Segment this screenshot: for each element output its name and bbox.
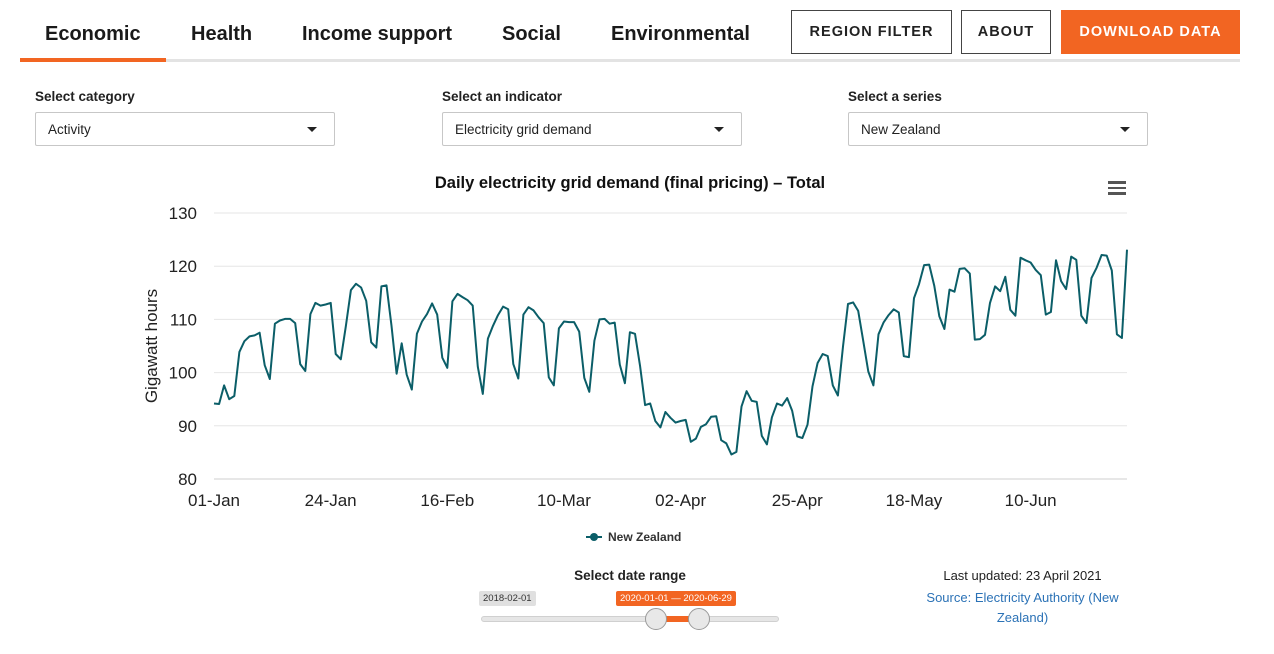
series-label: Select a series xyxy=(848,89,942,104)
series-select[interactable]: New Zealand xyxy=(848,112,1148,146)
y-tick-label: 110 xyxy=(170,310,197,329)
tab-social[interactable]: Social xyxy=(502,23,561,45)
about-button[interactable]: ABOUT xyxy=(961,10,1051,54)
tab-income-support[interactable]: Income support xyxy=(302,23,453,45)
download-data-button[interactable]: DOWNLOAD DATA xyxy=(1061,10,1240,54)
tab-bar: Economic Health Income support Social En… xyxy=(20,0,1240,62)
tab-health[interactable]: Health xyxy=(191,23,253,45)
source-link[interactable]: Source: Electricity Authority (New Zeala… xyxy=(926,590,1119,625)
chevron-down-icon xyxy=(307,127,317,132)
date-range-min-tag: 2018-02-01 xyxy=(479,591,536,606)
line-chart: 80 90 100 110 120 130 01-Jan 24-Jan 16-Feb 10-Mar… xyxy=(142,204,1128,510)
x-tick-label: 18-May xyxy=(886,491,943,510)
y-tick-label: 90 xyxy=(178,417,197,436)
date-range-selected-fill xyxy=(655,616,700,622)
active-tab-indicator xyxy=(20,58,166,62)
y-axis-title: Gigawatt hours xyxy=(142,289,161,403)
x-tick-label: 16-Feb xyxy=(420,491,474,510)
x-tick-label: 10-Jun xyxy=(1005,491,1057,510)
chart-title: Daily electricity grid demand (final pri… xyxy=(434,174,826,192)
tab-environmental[interactable]: Environmental xyxy=(611,23,750,45)
x-tick-label: 01-Jan xyxy=(188,491,240,510)
category-select[interactable]: Activity xyxy=(35,112,335,146)
chevron-down-icon xyxy=(1120,127,1130,132)
series-line-new-zealand xyxy=(213,249,1128,456)
legend-label: New Zealand xyxy=(608,530,682,544)
last-updated-text: Last updated: 23 April 2021 xyxy=(943,568,1102,583)
indicator-select[interactable]: Electricity grid demand xyxy=(442,112,742,146)
date-range-value-tag: 2020-01-01 — 2020-06-29 xyxy=(616,591,736,606)
date-range-track[interactable] xyxy=(481,616,779,622)
region-filter-button[interactable]: REGION FILTER xyxy=(791,10,952,54)
y-tick-label: 100 xyxy=(169,364,197,383)
date-range-label: Select date range xyxy=(574,568,686,583)
x-tick-label: 10-Mar xyxy=(537,491,591,510)
date-range-end-handle[interactable] xyxy=(688,608,710,630)
category-select-value: Activity xyxy=(48,121,91,137)
chevron-down-icon xyxy=(714,127,724,132)
x-tick-label: 24-Jan xyxy=(305,491,357,510)
hamburger-menu-icon[interactable] xyxy=(1108,181,1126,195)
y-tick-label: 130 xyxy=(169,204,197,223)
legend-item-new-zealand[interactable]: New Zealand xyxy=(586,530,681,544)
category-label: Select category xyxy=(35,89,135,104)
y-tick-label: 120 xyxy=(169,257,197,276)
indicator-label: Select an indicator xyxy=(442,89,563,104)
y-tick-label: 80 xyxy=(178,470,197,489)
series-select-value: New Zealand xyxy=(861,121,941,137)
x-tick-label: 02-Apr xyxy=(655,491,706,510)
date-range-start-handle[interactable] xyxy=(645,608,667,630)
legend-marker-icon xyxy=(586,532,602,542)
tab-bar-divider xyxy=(20,59,1240,62)
x-tick-label: 25-Apr xyxy=(772,491,823,510)
indicator-select-value: Electricity grid demand xyxy=(455,121,592,137)
tab-economic[interactable]: Economic xyxy=(45,23,141,45)
